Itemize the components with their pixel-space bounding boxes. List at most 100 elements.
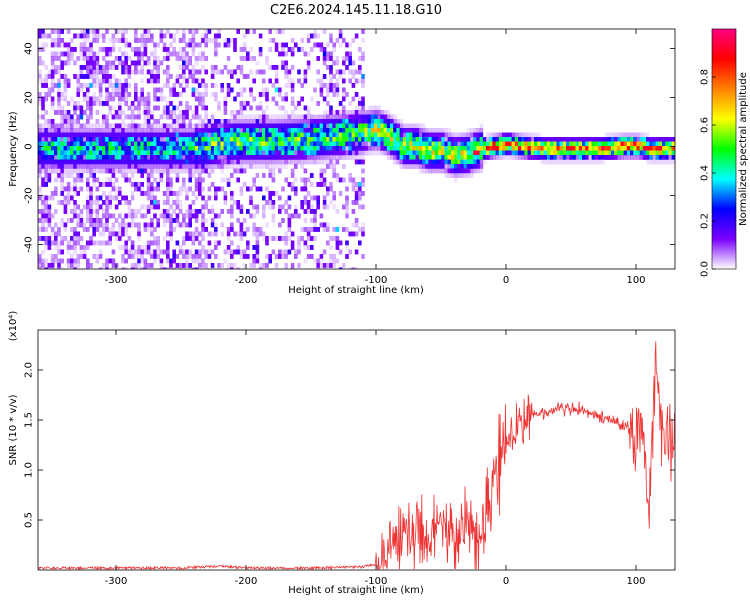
spectrogram-cell [191, 146, 196, 151]
spectrogram-cell [79, 128, 84, 133]
spectrogram-cell [230, 123, 234, 129]
spectrogram-cell [198, 168, 202, 174]
spectrogram-cell [124, 177, 128, 183]
spectrogram-cell [130, 137, 135, 142]
spectrogram-cell [470, 128, 474, 133]
spectrogram-cell [278, 141, 282, 147]
spectrogram-cell [329, 245, 333, 250]
spectrogram-cell [198, 132, 202, 138]
spectrogram-cell [105, 164, 109, 169]
spectrogram-cell [294, 209, 298, 214]
spectrogram-cell [242, 155, 247, 160]
spectrogram-cell [335, 240, 340, 246]
spectrogram-cell [162, 191, 167, 196]
spectrogram-cell [178, 200, 183, 205]
spectrogram-cell [50, 267, 55, 269]
spectrogram-cell [73, 209, 77, 214]
spectrogram-cell [348, 110, 352, 115]
spectrogram-cell [284, 267, 288, 269]
spectrogram-cell [655, 141, 660, 147]
spectrogram-cell [166, 168, 170, 174]
spectrogram-cell [175, 254, 180, 259]
spectrogram-cell [73, 231, 77, 237]
spectrogram-cell [156, 150, 160, 156]
spectrogram-cell [329, 263, 333, 268]
spectrogram-cell [63, 123, 68, 129]
spectrogram-cell [89, 56, 93, 61]
spectrogram-cell [463, 159, 468, 165]
spectrogram-cell [134, 267, 138, 269]
spectrogram-cell [239, 47, 244, 52]
spectrogram-cell [207, 155, 212, 160]
spectrogram-cell [70, 227, 74, 232]
spectrogram-cell [79, 105, 84, 111]
spectrogram-cell [345, 132, 349, 138]
spectrogram-cell [342, 78, 346, 84]
spectrogram-cell [303, 141, 308, 147]
spectrogram-cell [76, 74, 80, 79]
spectrogram-cell [185, 56, 189, 61]
spectrogram-cell [57, 123, 61, 129]
spectrogram-cell [265, 200, 269, 205]
spectrogram-cell [134, 69, 138, 75]
spectrogram-cell [297, 141, 301, 147]
spectrogram-cell [470, 150, 474, 156]
spectrogram-cell [121, 159, 125, 165]
spectrogram-cell [290, 231, 295, 237]
spectrogram-cell [79, 164, 84, 169]
spectrogram-cell [233, 132, 237, 138]
spectrogram-cell [114, 132, 119, 138]
spectrogram-cell [239, 249, 244, 255]
spectrogram-cell [306, 227, 311, 232]
spectrogram-cell [290, 159, 295, 165]
spectrogram-cell [633, 132, 637, 138]
spectrogram-cell [274, 78, 279, 84]
spectrogram-cell [226, 150, 231, 156]
spectrogram-cell [204, 218, 208, 223]
spectrogram-cell [166, 249, 170, 255]
spectrogram-cell [271, 146, 276, 151]
spectrogram-cell [553, 137, 557, 142]
spectrogram-cell [114, 168, 119, 174]
spectrogram-cell [172, 47, 176, 52]
spectrogram-cell [361, 155, 365, 160]
spectrogram-cell [338, 141, 343, 147]
spectrogram-cell [166, 51, 170, 57]
spectrogram-cell [194, 249, 199, 255]
x-tick-label: 100 [626, 576, 645, 587]
spectrogram-cell [434, 168, 439, 174]
spectrogram-cell [278, 42, 282, 48]
spectrogram-cell [409, 164, 413, 169]
spectrogram-cell [242, 249, 247, 255]
spectrogram-cell [441, 164, 445, 169]
spectrogram-cell [220, 132, 224, 138]
spectrogram-cell [89, 222, 93, 228]
spectrogram-cell [118, 87, 122, 93]
spectrogram-cell [310, 96, 314, 102]
spectrogram-cell [130, 222, 135, 228]
spectrogram-cell [361, 110, 365, 115]
spectrogram-cell [95, 74, 100, 79]
spectrogram-cell [204, 42, 208, 48]
spectrogram-cell [319, 159, 324, 165]
spectrogram-cell [358, 240, 362, 246]
spectrogram-cell [57, 173, 61, 178]
spectrogram-cell [41, 42, 45, 48]
spectrogram-cell [54, 69, 58, 75]
spectrogram-cell [191, 69, 196, 75]
spectrogram-cell [274, 74, 279, 79]
spectrogram-cell [185, 209, 189, 214]
spectrogram-cell [588, 141, 592, 147]
spectrogram-cell [262, 119, 266, 124]
spectrogram-cell [300, 38, 304, 43]
colorbar-label: Normalized spectral amplitude [738, 72, 749, 226]
spectrogram-cell [348, 141, 352, 147]
spectrogram-cell [319, 92, 324, 97]
spectrogram-cell [470, 164, 474, 169]
spectrogram-cell [476, 137, 480, 142]
spectrogram-cell [153, 96, 157, 102]
spectrogram-cell [191, 128, 196, 133]
spectrogram-cell [354, 33, 359, 39]
spectrogram-cell [658, 141, 663, 147]
